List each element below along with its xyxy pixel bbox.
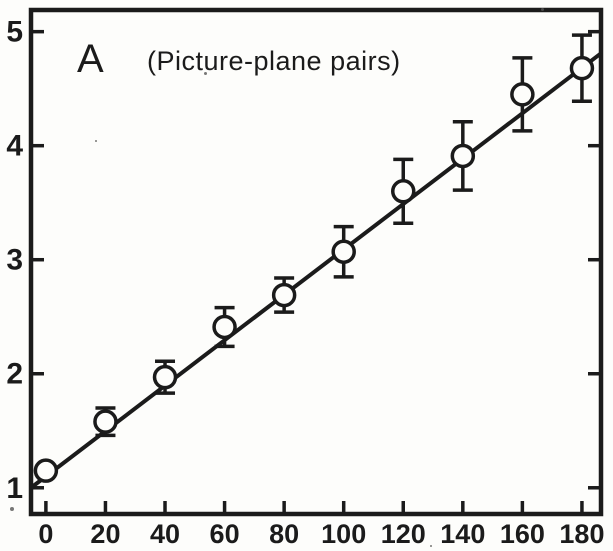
data-point — [93, 409, 118, 434]
y-tick-label: 5 — [6, 16, 23, 49]
data-point — [152, 364, 178, 390]
data-point — [212, 314, 237, 340]
x-tick-label: 40 — [150, 519, 180, 549]
data-point — [510, 82, 535, 107]
data-point — [450, 143, 476, 169]
y-tick-label: 1 — [6, 472, 23, 505]
chart-title: (Picture-plane pairs) — [147, 46, 401, 76]
x-tick-label: 120 — [381, 519, 426, 549]
data-point — [271, 282, 297, 308]
x-tick-label: 80 — [269, 519, 299, 549]
plot-border — [28, 7, 604, 517]
data-point — [391, 179, 416, 204]
data-point — [33, 458, 59, 483]
y-tick-label: 2 — [6, 358, 23, 391]
scan-speck — [541, 8, 544, 11]
y-tick-label: 4 — [6, 130, 23, 163]
scan-speck — [204, 72, 207, 75]
y-tick-label: 3 — [6, 244, 23, 277]
data-point — [569, 55, 595, 81]
x-tick-label: 100 — [321, 519, 366, 549]
x-tick-label: 140 — [440, 519, 485, 549]
scan-speck — [10, 507, 14, 511]
fit-line — [29, 51, 603, 490]
scan-speck — [430, 545, 432, 547]
x-tick-label: 180 — [559, 519, 604, 549]
panel-label: A — [77, 37, 105, 81]
x-tick-label: 20 — [90, 519, 120, 549]
scan-speck — [95, 140, 97, 142]
data-point — [331, 239, 356, 264]
x-tick-label: 160 — [500, 519, 545, 549]
x-tick-label: 0 — [38, 519, 53, 549]
x-tick-label: 60 — [210, 519, 240, 549]
